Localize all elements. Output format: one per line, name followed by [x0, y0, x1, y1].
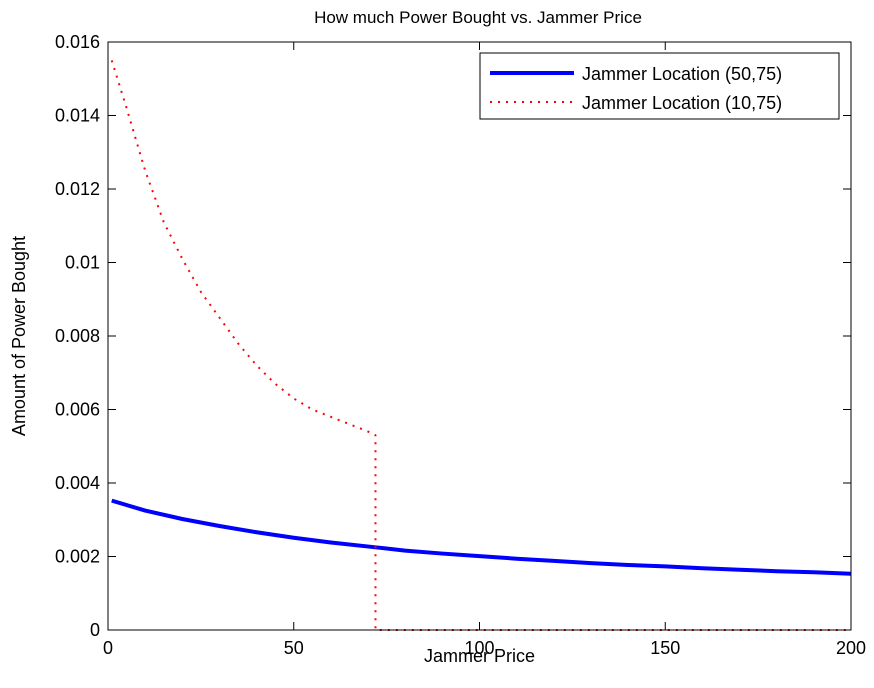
y-tick-label: 0.016: [55, 32, 100, 52]
x-tick-label: 150: [650, 638, 680, 658]
x-tick-label: 200: [836, 638, 866, 658]
series-line-0: [111, 498, 852, 576]
ticks-layer: 0 50 100 150 200 0 0.002 0.004 0.006 0.008 0.01 0.0…: [55, 32, 866, 658]
x-axis-title: Jammer Price: [424, 646, 535, 666]
y-tick-label: 0.01: [65, 253, 100, 273]
series-layer: [110, 60, 852, 631]
y-tick-label: 0.014: [55, 106, 100, 126]
y-tick-label: 0.008: [55, 326, 100, 346]
legend-label-jammer-50-75: Jammer Location (50,75): [582, 64, 782, 84]
y-tick-label: 0.002: [55, 547, 100, 567]
x-tick-label: 100: [464, 638, 494, 658]
legend-label-jammer-10-75: Jammer Location (10,75): [582, 93, 782, 113]
y-axis-title: Amount of Power Bought: [9, 236, 29, 436]
legend: Jammer Location (50,75) Jammer Location …: [479, 52, 840, 120]
y-tick-label: 0.004: [55, 473, 100, 493]
legend-box: [479, 52, 840, 120]
chart-title: How much Power Bought vs. Jammer Price: [314, 8, 642, 27]
y-tick-label: 0.012: [55, 179, 100, 199]
x-tick-label: 50: [284, 638, 304, 658]
y-tick-label: 0: [90, 620, 100, 640]
x-tick-label: 0: [103, 638, 113, 658]
y-tick-label: 0.006: [55, 400, 100, 420]
